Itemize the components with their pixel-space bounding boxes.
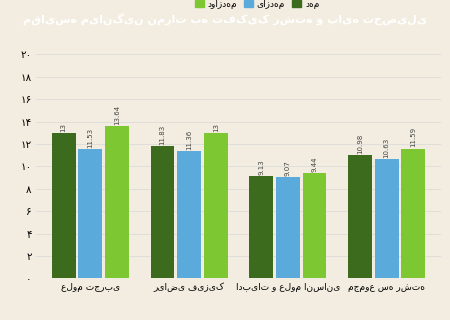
Bar [151, 146, 174, 278]
Legend: دوازدهم, یازدهم, دهم: دوازدهم, یازدهم, دهم [191, 0, 323, 12]
Bar [276, 177, 300, 278]
Text: 11.59: 11.59 [410, 127, 416, 148]
Bar [204, 133, 228, 278]
Bar [78, 149, 102, 278]
Bar [177, 151, 201, 278]
Text: 13: 13 [213, 123, 219, 132]
Text: 13.64: 13.64 [114, 104, 120, 124]
Text: 9.07: 9.07 [285, 160, 291, 176]
Text: 11.53: 11.53 [87, 128, 93, 148]
Text: 9.44: 9.44 [311, 156, 318, 172]
Text: 10.63: 10.63 [384, 138, 390, 158]
Text: مقایسه میانگین نمرات به تفکیک رشته و پایه تحصیلی: مقایسه میانگین نمرات به تفکیک رشته و پای… [23, 12, 427, 26]
Bar [401, 148, 425, 278]
Bar [52, 133, 76, 278]
Text: 11.36: 11.36 [186, 130, 192, 150]
Bar [249, 176, 273, 278]
Bar [348, 156, 372, 278]
Bar [375, 159, 399, 278]
Bar [105, 126, 129, 278]
Text: 11.83: 11.83 [159, 124, 166, 145]
Bar [303, 173, 326, 278]
Text: 13: 13 [61, 123, 67, 132]
Text: 9.13: 9.13 [258, 159, 264, 175]
Text: 10.98: 10.98 [357, 134, 363, 154]
